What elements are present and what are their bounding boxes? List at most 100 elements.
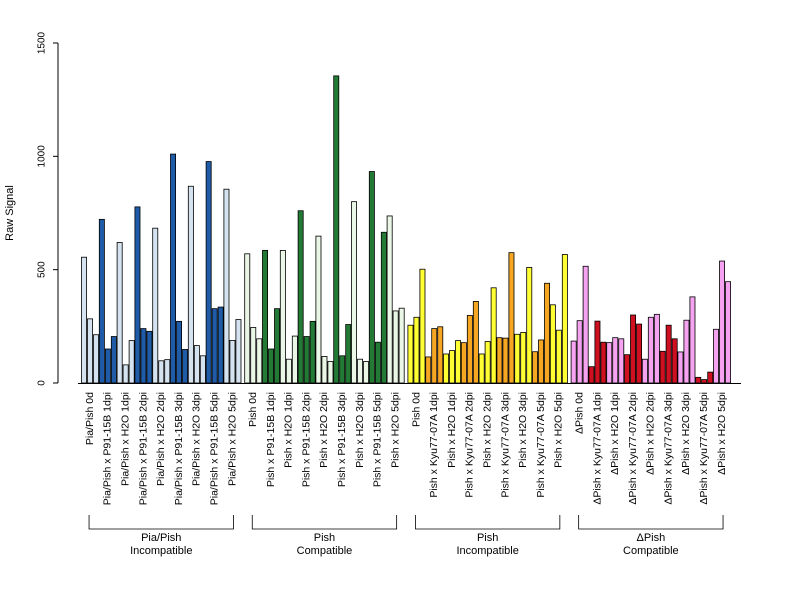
bar xyxy=(104,348,111,384)
bar xyxy=(647,316,654,384)
bar xyxy=(544,282,550,384)
bar xyxy=(719,260,725,384)
bar xyxy=(199,355,206,384)
bar xyxy=(466,315,473,384)
category-label: Pia/Pish x H2O 1dpi xyxy=(119,392,131,486)
bar xyxy=(419,268,426,384)
bar xyxy=(193,345,200,384)
category-label: ΔPish x H2O 5dpi xyxy=(716,392,728,475)
category-label: Pia/Pish x P91-15B 3dpi xyxy=(173,392,185,505)
bar xyxy=(520,332,527,384)
category-label: ΔPish x H2O 3dpi xyxy=(680,392,692,475)
bar xyxy=(502,337,509,384)
category-label: Pish x H2O 1dpi xyxy=(446,392,458,468)
bar xyxy=(81,256,87,384)
bar xyxy=(549,304,556,384)
bar xyxy=(561,254,568,384)
category-label: Pia/Pish x H2O 5dpi xyxy=(226,392,238,486)
bar xyxy=(641,358,648,384)
bar xyxy=(624,354,630,384)
bar xyxy=(386,215,393,384)
y-axis: 0 500 1000 1500 xyxy=(37,31,59,386)
group-bracket xyxy=(578,515,724,530)
group-label-line2: Compatible xyxy=(297,545,353,557)
bar xyxy=(134,206,141,384)
category-label: ΔPish x H2O 2dpi xyxy=(645,392,657,475)
bar xyxy=(309,320,316,384)
group-label-line1: ΔPish xyxy=(636,532,665,544)
category-label: Pia/Pish x H2O 3dpi xyxy=(191,392,203,486)
bar xyxy=(701,379,708,384)
category-label: ΔPish 0d xyxy=(573,392,585,434)
category-labels: Pia/Pish 0d Pia/Pish x P91-15B 1dpi Pia/Pi… xyxy=(84,392,728,505)
bar xyxy=(683,319,690,384)
bar xyxy=(368,171,375,384)
category-label: Pish x P91-15B 2dpi xyxy=(300,392,312,487)
bar xyxy=(235,319,242,384)
bar xyxy=(182,349,188,384)
bar xyxy=(345,324,352,384)
bar xyxy=(600,341,607,384)
bar xyxy=(380,231,387,384)
y-tick-label: 0 xyxy=(37,380,48,386)
bar xyxy=(187,185,194,384)
group-label-line2: Compatible xyxy=(623,545,679,557)
bar xyxy=(303,336,310,384)
bar xyxy=(279,249,286,384)
bar xyxy=(217,306,224,384)
bar xyxy=(315,235,322,384)
bar xyxy=(407,324,414,384)
bar xyxy=(570,340,577,384)
category-label: Pish x P91-15B 1dpi xyxy=(265,392,277,487)
bar xyxy=(677,351,684,384)
bar xyxy=(327,361,334,384)
bar xyxy=(618,338,625,384)
bar xyxy=(357,358,363,384)
bar xyxy=(707,371,714,384)
bar xyxy=(93,334,99,384)
category-label: Pish x Kyu77-07A 5dpi xyxy=(535,392,547,498)
bar xyxy=(152,227,159,384)
bar xyxy=(514,333,521,384)
group-bracket xyxy=(251,515,398,530)
bar xyxy=(291,335,298,384)
category-label: Pish 0d xyxy=(410,392,422,427)
bar xyxy=(128,340,135,384)
category-label: Pish x H2O 1dpi xyxy=(283,392,295,468)
bar xyxy=(713,328,719,384)
group-brackets: Pia/PishIncompatiblePishCompatiblePishIn… xyxy=(88,515,724,557)
bar xyxy=(484,341,491,384)
bar xyxy=(140,328,147,384)
y-axis-title: Raw Signal xyxy=(4,185,16,241)
bar xyxy=(170,153,176,384)
group-bracket xyxy=(415,515,561,530)
bar xyxy=(223,188,230,384)
bar xyxy=(98,218,105,384)
bar xyxy=(285,358,292,384)
bar xyxy=(508,252,515,384)
bar xyxy=(478,353,485,384)
category-label: Pia/Pish x H2O 2dpi xyxy=(155,392,167,486)
bar xyxy=(392,310,399,384)
bar xyxy=(256,338,263,384)
bar xyxy=(398,307,405,384)
bar xyxy=(490,287,497,384)
bar xyxy=(526,266,533,384)
category-label: Pia/Pish x P91-15B 2dpi xyxy=(137,392,149,505)
bar xyxy=(413,316,420,384)
group-bracket xyxy=(88,515,234,530)
group-label-line2: Incompatible xyxy=(456,545,518,557)
bar xyxy=(229,339,236,384)
bar xyxy=(431,328,438,384)
category-label: Pish x Kyu77-07A 1dpi xyxy=(428,392,440,498)
bar xyxy=(122,364,129,384)
bar xyxy=(268,348,274,384)
bar xyxy=(496,337,503,384)
bar xyxy=(636,323,642,384)
category-label: Pish x Kyu77-07A 3dpi xyxy=(499,392,511,498)
category-label: Pish x H2O 3dpi xyxy=(354,392,366,468)
category-label: Pish x Kyu77-07A 2dpi xyxy=(464,392,476,498)
category-label: Pish x H2O 2dpi xyxy=(481,392,493,468)
category-label: Pish x P91-15B 3dpi xyxy=(336,392,348,487)
category-label: Pish x H2O 5dpi xyxy=(553,392,565,468)
